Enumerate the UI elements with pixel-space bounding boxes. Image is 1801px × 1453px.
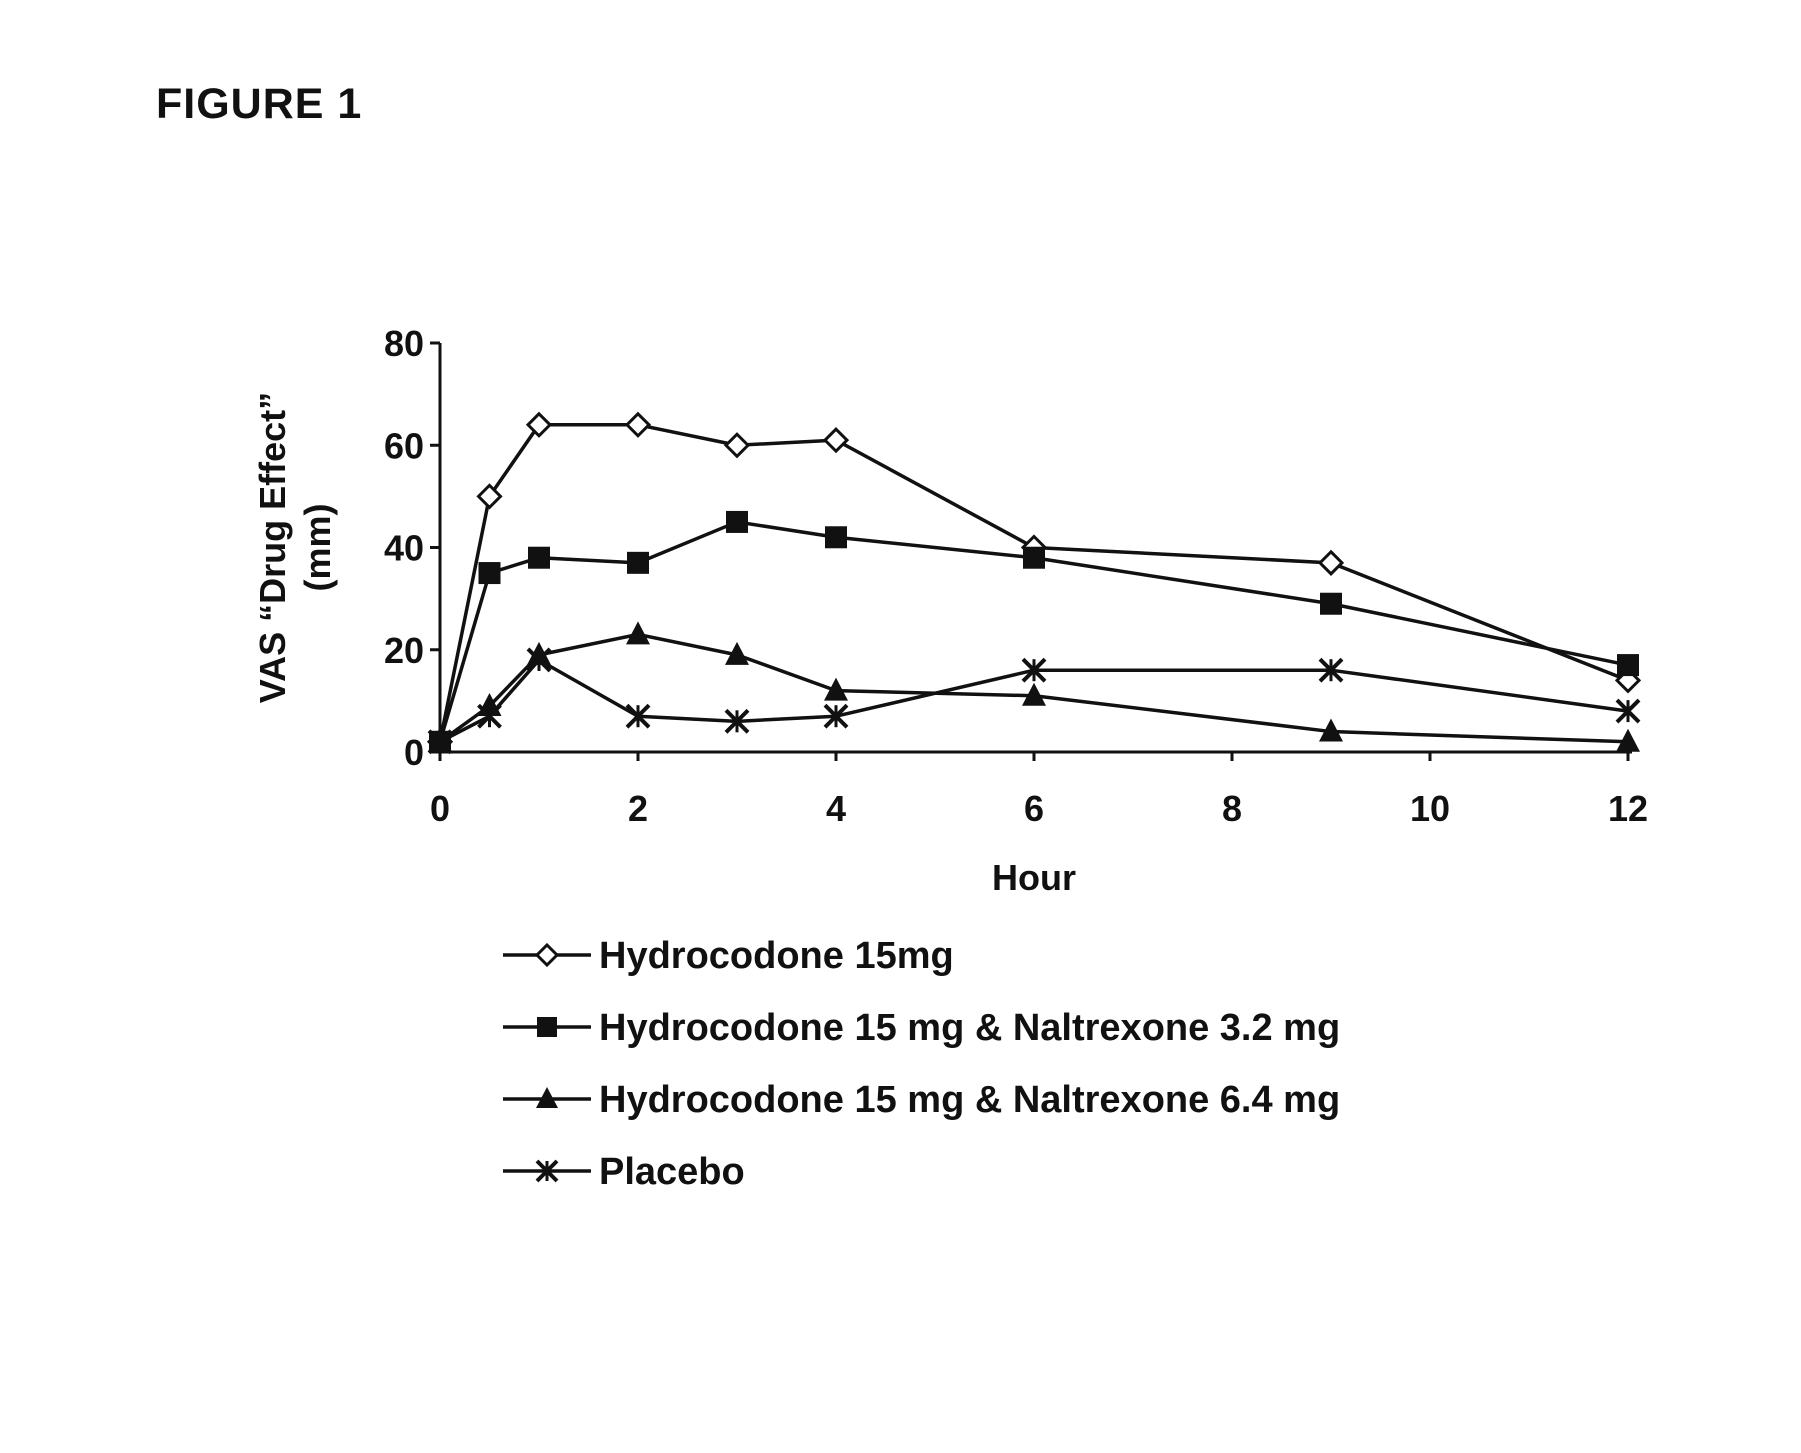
square-marker <box>1320 593 1342 615</box>
y-tick-label: 20 <box>384 630 424 671</box>
x-tick-label: 2 <box>628 788 648 829</box>
square-marker <box>479 562 501 584</box>
chart-series <box>428 414 1640 753</box>
x-tick-label: 4 <box>826 788 846 829</box>
square-marker <box>1617 654 1639 676</box>
y-tick-label: 40 <box>384 528 424 569</box>
x-tick-label: 12 <box>1608 788 1648 829</box>
y-tick-label: 80 <box>384 323 424 364</box>
x-axis-title: Hour <box>992 857 1076 898</box>
diamond-marker <box>726 434 748 456</box>
triangle-marker <box>626 621 650 644</box>
square-marker <box>726 511 748 533</box>
x-tick-label: 0 <box>430 788 450 829</box>
x-tick-label: 6 <box>1024 788 1044 829</box>
square-marker <box>528 547 550 569</box>
y-axis-title-line-2: (mm) <box>297 504 338 592</box>
legend-item: Hydrocodone 15 mg & Naltrexone 6.4 mg <box>503 1079 1340 1121</box>
square-marker <box>825 526 847 548</box>
y-tick-label: 0 <box>404 732 424 773</box>
legend-item: Placebo <box>503 1151 745 1193</box>
x-tick-label: 10 <box>1410 788 1450 829</box>
legend-label: Hydrocodone 15mg <box>599 935 954 977</box>
legend-label: Hydrocodone 15 mg & Naltrexone 6.4 mg <box>599 1079 1340 1121</box>
square-marker <box>1023 547 1045 569</box>
chart-legend: Hydrocodone 15mg Hydrocodone 15 mg & Nalt… <box>503 935 1340 1193</box>
square-marker <box>627 552 649 574</box>
diamond-marker <box>627 414 649 436</box>
legend-label: Hydrocodone 15 mg & Naltrexone 3.2 mg <box>599 1007 1340 1049</box>
y-tick-label: 60 <box>384 425 424 466</box>
chart-axes: 0 20 40 60 80 0 2 4 6 8 10 12 <box>384 323 1648 829</box>
legend-item: Hydrocodone 15mg <box>503 935 954 977</box>
square-marker <box>537 1017 557 1037</box>
legend-item: Hydrocodone 15 mg & Naltrexone 3.2 mg <box>503 1007 1340 1049</box>
star-marker <box>479 705 501 727</box>
diamond-marker <box>528 414 550 436</box>
series-filled-square <box>429 511 1639 753</box>
diamond-marker <box>479 485 501 507</box>
x-tick-label: 8 <box>1222 788 1242 829</box>
diamond-marker <box>1320 552 1342 574</box>
legend-label: Placebo <box>599 1151 745 1193</box>
diamond-marker <box>825 429 847 451</box>
y-axis-title-line-1: VAS “Drug Effect” <box>252 392 293 703</box>
diamond-marker <box>537 945 557 965</box>
